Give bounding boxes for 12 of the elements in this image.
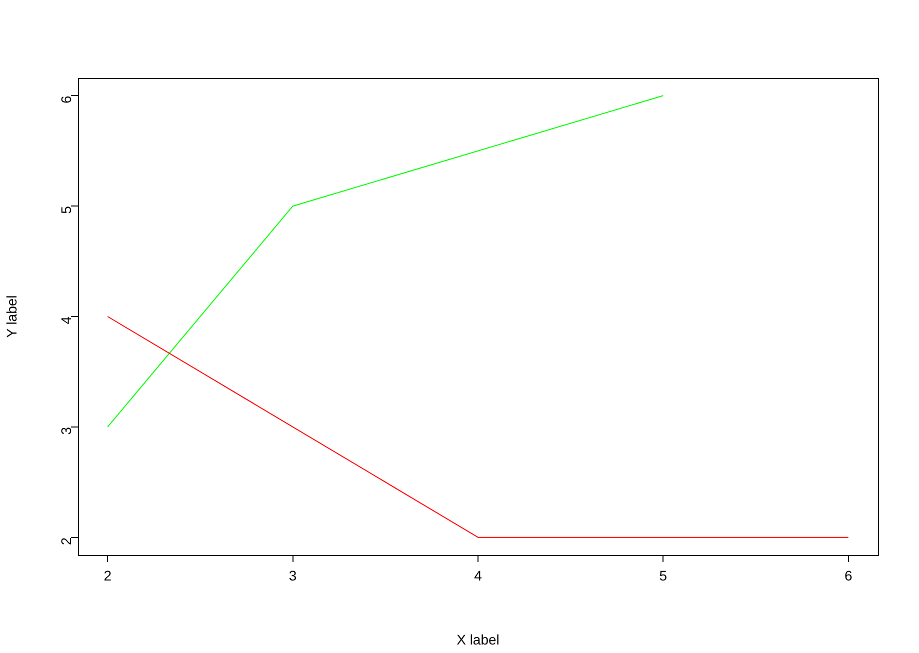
y-axis-title: Y label [3,295,20,338]
x-axis-title: X label [456,631,500,648]
y-tick-label: 4 [58,316,74,324]
x-tick-label: 4 [474,567,482,584]
y-tick-label: 5 [58,206,74,214]
x-tick-label: 3 [288,567,297,584]
y-tick-label: 6 [58,95,74,104]
y-tick-label: 3 [58,426,74,435]
x-tick-label: 6 [844,567,852,584]
x-tick-label: 2 [104,567,112,584]
x-tick-label: 5 [659,567,668,584]
y-tick-label: 2 [58,537,74,546]
